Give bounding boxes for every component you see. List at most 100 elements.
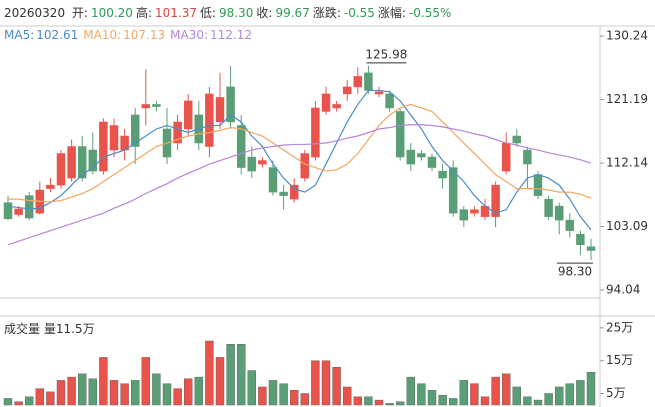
candle-body <box>501 142 511 172</box>
volume-bar <box>343 386 352 406</box>
volume-bar <box>438 394 447 406</box>
volume-bar <box>162 383 172 406</box>
candle-body <box>130 114 140 147</box>
volume-bar <box>332 367 341 406</box>
candle-body <box>321 93 331 112</box>
volume-bar <box>385 403 394 406</box>
volume-bar <box>152 373 161 406</box>
quote-value: 100.20 <box>90 6 133 20</box>
y-tick-label: 121.19 <box>606 92 648 106</box>
volume-bar <box>215 357 225 406</box>
volume-header: 成交量 量11.5万 <box>4 320 95 337</box>
quote-date: 20260320 <box>4 6 66 20</box>
candle-body <box>385 93 394 109</box>
quote-label: 涨幅: <box>377 6 406 20</box>
quote-header: 20260320 开: 100.20 高: 101.37 低: 98.30 收: 99.67 涨… <box>4 4 454 21</box>
volume-bar <box>268 380 278 406</box>
volume-bar <box>555 386 564 406</box>
volume-subtitle: 量11.5万 <box>43 322 95 336</box>
volume-bar <box>502 373 511 406</box>
legend-value: 102.61 <box>36 28 79 42</box>
volume-bar <box>470 383 479 406</box>
candle-body <box>353 76 363 88</box>
volume-bar <box>194 376 204 406</box>
volume-bar <box>480 396 490 406</box>
candle-body <box>152 104 161 107</box>
volume-bar <box>353 396 362 406</box>
min-annotation: 98.30 <box>558 265 592 279</box>
candle-body <box>448 167 458 214</box>
candle-body <box>236 125 246 168</box>
ma-line <box>7 89 592 231</box>
volume-bar <box>258 386 267 406</box>
candle-body <box>311 107 320 158</box>
y-tick-label: 15万 <box>606 353 633 367</box>
candle-body <box>141 104 151 109</box>
candle-body <box>586 246 596 251</box>
volume-bar <box>406 376 415 406</box>
volume-bar <box>109 380 119 406</box>
max-annotation: 125.98 <box>365 47 407 61</box>
candle-body <box>24 195 34 219</box>
volume-bar <box>130 380 140 406</box>
volume-bar <box>3 398 13 406</box>
candle-body <box>173 121 182 144</box>
candle-body <box>459 209 469 221</box>
volume-bar <box>364 396 373 406</box>
volume-bar <box>427 390 437 406</box>
quote-label: 低: <box>200 6 217 20</box>
candle-body <box>14 208 23 215</box>
quote-label: 收: <box>256 6 273 20</box>
candle-body <box>67 146 76 179</box>
candle-body <box>491 184 500 217</box>
volume-bar <box>374 399 384 406</box>
candle-body <box>332 104 341 109</box>
volume-bar <box>141 357 151 406</box>
volume-bar <box>226 344 235 406</box>
volume-bar <box>35 388 44 406</box>
candle-body <box>470 209 479 214</box>
candle-body <box>523 149 532 165</box>
volume-bar <box>311 360 320 406</box>
candle-body <box>406 149 416 165</box>
candle-body <box>544 198 553 217</box>
volume-bar <box>183 378 193 406</box>
quote-value: 99.67 <box>275 6 310 20</box>
volume-bar <box>290 390 299 406</box>
y-tick-label: 5万 <box>606 386 626 400</box>
volume-bar <box>205 340 214 406</box>
volume-bar <box>491 376 500 406</box>
y-tick-label: 112.14 <box>606 156 648 170</box>
volume-bar <box>586 371 596 406</box>
candle-body <box>268 167 278 193</box>
candle-body <box>247 156 257 172</box>
candle-body <box>533 174 543 196</box>
candle-body <box>226 86 235 123</box>
candle-body <box>99 121 108 172</box>
legend: MA5: 102.61 MA10: 107.13 MA30: 112.12 <box>4 28 257 42</box>
candle-body <box>512 135 522 144</box>
y-tick-label: 94.04 <box>606 283 640 297</box>
candle-body <box>576 233 585 245</box>
volume-bar <box>576 380 585 406</box>
volume-bar <box>321 360 331 406</box>
volume-bar <box>512 386 521 406</box>
volume-bar <box>459 380 468 406</box>
volume-bar <box>300 393 309 406</box>
candle-body <box>554 205 564 221</box>
volume-bar <box>279 383 288 406</box>
quote-label: 开: <box>71 6 88 20</box>
volume-bar <box>14 401 23 406</box>
volume-bar <box>46 391 55 406</box>
y-tick-label: 103.09 <box>606 219 648 233</box>
ma-line <box>8 103 592 203</box>
volume-bar <box>565 383 574 406</box>
candle-body <box>77 146 87 179</box>
candle-body <box>427 156 437 168</box>
volume-bar <box>533 399 543 406</box>
candle-body <box>342 86 352 95</box>
volume-bar <box>56 380 66 406</box>
candle-body <box>258 160 267 165</box>
candle-body <box>289 184 299 200</box>
